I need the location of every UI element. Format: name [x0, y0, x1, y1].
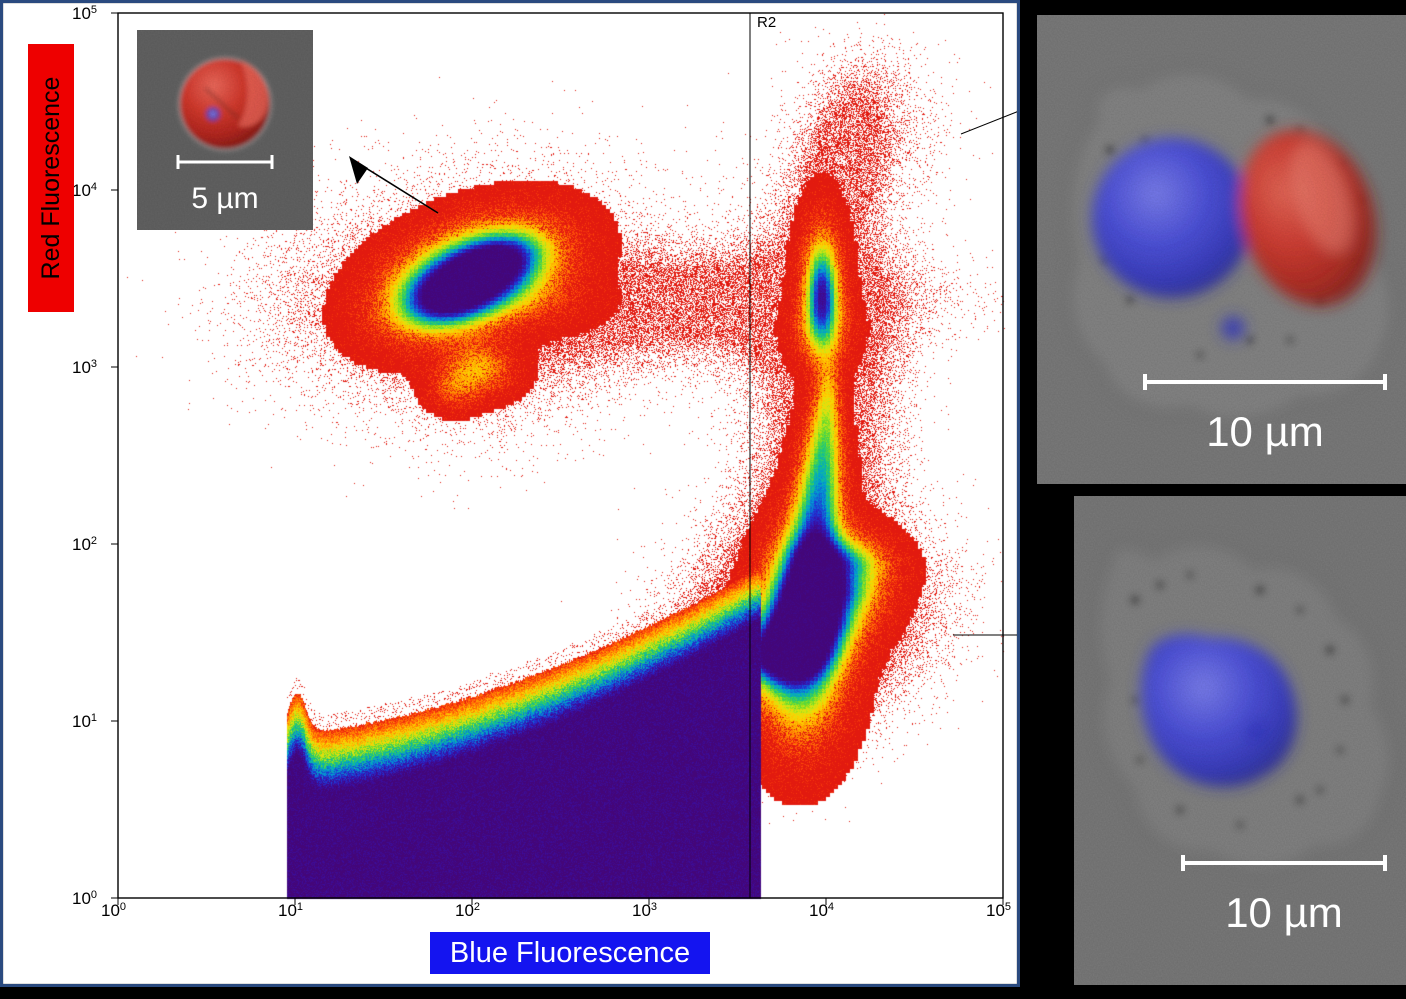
svg-text:5 µm: 5 µm — [191, 182, 258, 215]
